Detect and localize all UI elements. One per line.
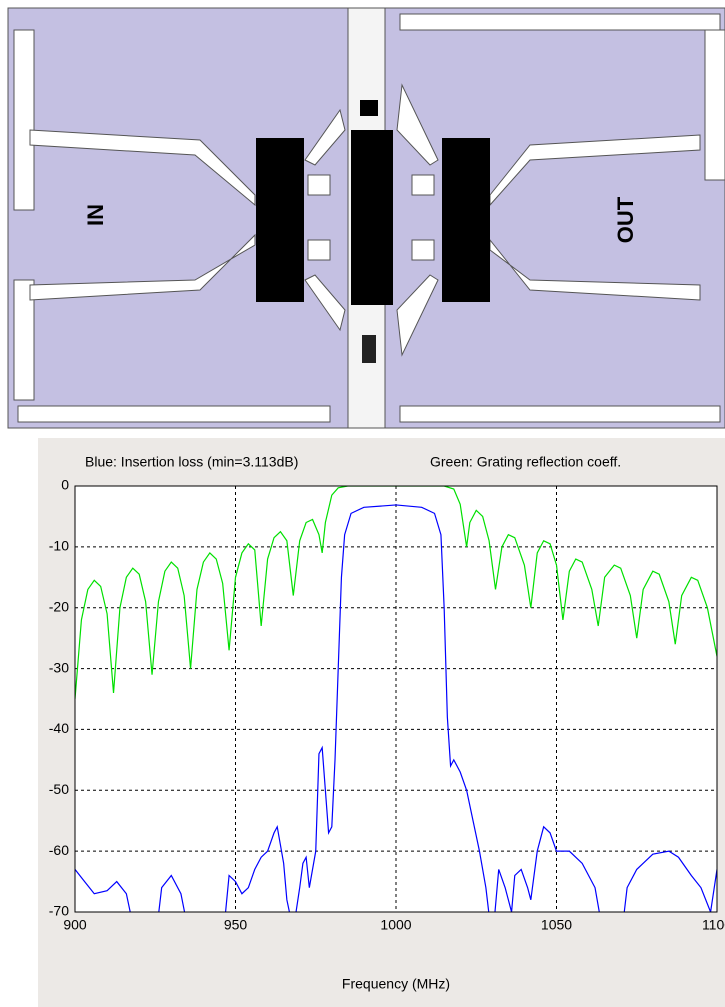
marker-2 [362, 335, 376, 363]
y-tick-label: -70 [49, 903, 69, 919]
out-label: OUT [613, 196, 638, 243]
link-4 [396, 274, 439, 357]
in-feed [29, 129, 256, 207]
y-tick-label: -40 [49, 720, 69, 736]
x-axis-label: Frequency (MHz) [342, 976, 450, 992]
grating [351, 130, 393, 305]
left-frame [13, 29, 35, 211]
x-tick-label: 1100 [702, 917, 725, 933]
link-2 [304, 274, 346, 332]
idt-in [256, 138, 304, 302]
series-line [75, 504, 717, 912]
link-3 [396, 83, 439, 166]
y-tick-label: -20 [49, 598, 69, 614]
idt-out [442, 138, 490, 302]
y-tick-label: -50 [49, 781, 69, 797]
x-tick-label: 900 [63, 917, 87, 933]
bottom-frame [17, 405, 331, 423]
bottom-frame-2 [399, 405, 721, 423]
pad-small-4 [411, 239, 435, 261]
right-frame [704, 29, 725, 181]
legend-entry: Blue: Insertion loss (min=3.113dB) [85, 454, 298, 470]
x-tick-label: 1000 [380, 917, 411, 933]
x-tick-label: 950 [224, 917, 248, 933]
in-feed-2 [29, 233, 256, 301]
pad-small-2 [307, 239, 331, 261]
right-pad [384, 7, 725, 429]
link [304, 108, 346, 166]
pad-small-3 [411, 174, 435, 196]
legend-entry: Green: Grating reflection coeff. [430, 454, 621, 470]
device-layout: IN OUT [0, 0, 725, 432]
y-tick-label: -10 [49, 538, 69, 554]
y-tick-label: -60 [49, 842, 69, 858]
in-label: IN [83, 204, 108, 226]
pad-small [307, 174, 331, 196]
top-frame [399, 13, 721, 31]
x-tick-label: 1050 [541, 917, 572, 933]
left-frame-2 [13, 279, 35, 401]
marker [360, 100, 378, 116]
plot-frame [74, 485, 718, 913]
y-tick-label: 0 [61, 477, 69, 493]
series-line [75, 486, 717, 700]
y-tick-label: -30 [49, 659, 69, 675]
